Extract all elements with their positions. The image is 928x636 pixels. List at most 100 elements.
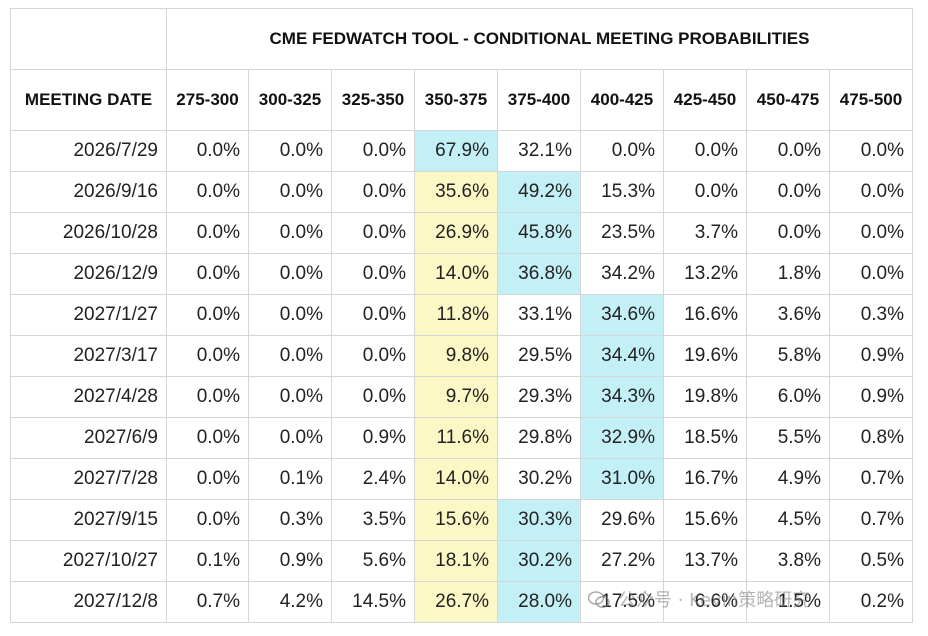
probability-cell: 0.0% [331, 376, 415, 418]
probability-cell: 9.7% [414, 376, 498, 418]
probability-cell: 26.7% [414, 581, 498, 623]
table-body: 2026/7/29 0.0% 0.0% 0.0% 67.9% 32.1% 0.0% 0.0% 0… [10, 130, 913, 623]
probability-cell: 11.6% [414, 417, 498, 459]
column-header: 475-500 [829, 69, 913, 131]
probability-cell: 30.2% [497, 540, 581, 582]
table-row: 2027/6/9 0.0% 0.0% 0.9% 11.6% 29.8% 32.9% 18.5%… [10, 417, 913, 459]
column-header: 350-375 [414, 69, 498, 131]
probability-cell: 0.0% [248, 335, 332, 377]
probability-cell: 0.0% [166, 171, 249, 213]
column-header: 375-400 [497, 69, 581, 131]
meeting-date-cell: 2027/9/15 [10, 499, 167, 541]
probability-cell: 19.8% [663, 376, 747, 418]
probability-cell: 29.6% [580, 499, 664, 541]
probability-cell: 5.8% [746, 335, 830, 377]
probability-cell: 0.0% [331, 294, 415, 336]
table-row: 2026/9/16 0.0% 0.0% 0.0% 35.6% 49.2% 15.3% 0.0%… [10, 171, 913, 213]
probability-cell: 0.9% [248, 540, 332, 582]
meeting-date-cell: 2027/6/9 [10, 417, 167, 459]
probability-cell: 0.0% [829, 171, 913, 213]
probability-cell: 33.1% [497, 294, 581, 336]
meeting-date-cell: 2027/1/27 [10, 294, 167, 336]
probability-cell: 0.0% [248, 294, 332, 336]
probability-cell: 0.2% [829, 581, 913, 623]
probability-cell: 15.6% [663, 499, 747, 541]
probability-cell: 14.5% [331, 581, 415, 623]
probability-cell: 0.9% [829, 335, 913, 377]
probability-cell: 14.0% [414, 253, 498, 295]
probability-cell: 0.0% [331, 253, 415, 295]
probability-cell: 2.4% [331, 458, 415, 500]
probability-cell: 0.9% [829, 376, 913, 418]
probability-cell: 27.2% [580, 540, 664, 582]
probability-cell: 0.0% [166, 253, 249, 295]
probability-cell: 34.4% [580, 335, 664, 377]
meeting-date-cell: 2026/10/28 [10, 212, 167, 254]
probability-cell: 67.9% [414, 130, 498, 172]
probability-cell: 30.3% [497, 499, 581, 541]
table-row: 2027/7/28 0.0% 0.1% 2.4% 14.0% 30.2% 31.0% 16.7… [10, 458, 913, 500]
probability-cell: 17.5% [580, 581, 664, 623]
probability-cell: 3.6% [746, 294, 830, 336]
meeting-date-cell: 2026/12/9 [10, 253, 167, 295]
probability-cell: 0.0% [331, 130, 415, 172]
probability-cell: 16.7% [663, 458, 747, 500]
probability-cell: 5.5% [746, 417, 830, 459]
probability-cell: 0.0% [166, 335, 249, 377]
probability-cell: 0.1% [248, 458, 332, 500]
meeting-date-cell: 2027/10/27 [10, 540, 167, 582]
meeting-date-cell: 2027/3/17 [10, 335, 167, 377]
table-row: 2027/1/27 0.0% 0.0% 0.0% 11.8% 33.1% 34.6% 16.6… [10, 294, 913, 336]
table-row: 2026/7/29 0.0% 0.0% 0.0% 67.9% 32.1% 0.0% 0.0% 0… [10, 130, 913, 172]
probability-cell: 0.1% [166, 540, 249, 582]
column-header: 275-300 [166, 69, 249, 131]
probability-cell: 0.0% [166, 376, 249, 418]
probability-cell: 0.0% [331, 335, 415, 377]
probability-cell: 26.9% [414, 212, 498, 254]
probability-cell: 3.5% [331, 499, 415, 541]
probability-cell: 34.6% [580, 294, 664, 336]
probability-cell: 34.2% [580, 253, 664, 295]
probability-cell: 0.0% [166, 212, 249, 254]
probability-cell: 0.0% [166, 294, 249, 336]
probability-cell: 0.7% [166, 581, 249, 623]
probability-cell: 14.0% [414, 458, 498, 500]
probability-cell: 0.0% [248, 253, 332, 295]
probability-cell: 0.0% [248, 417, 332, 459]
probability-cell: 5.6% [331, 540, 415, 582]
meeting-date-cell: 2026/7/29 [10, 130, 167, 172]
probability-cell: 32.1% [497, 130, 581, 172]
probability-cell: 23.5% [580, 212, 664, 254]
probability-cell: 0.0% [166, 458, 249, 500]
probability-cell: 30.2% [497, 458, 581, 500]
meeting-date-cell: 2027/7/28 [10, 458, 167, 500]
table-row: 2027/10/27 0.1% 0.9% 5.6% 18.1% 30.2% 27.2% 13.… [10, 540, 913, 582]
probability-cell: 3.7% [663, 212, 747, 254]
probability-cell: 6.6% [663, 581, 747, 623]
probability-cell: 0.0% [248, 376, 332, 418]
probability-cell: 0.0% [746, 130, 830, 172]
probability-cell: 45.8% [497, 212, 581, 254]
probability-cell: 31.0% [580, 458, 664, 500]
probability-cell: 0.0% [746, 212, 830, 254]
column-header: 325-350 [331, 69, 415, 131]
probability-cell: 1.5% [746, 581, 830, 623]
probability-cell: 0.8% [829, 417, 913, 459]
probability-cell: 49.2% [497, 171, 581, 213]
table-row: 2026/12/9 0.0% 0.0% 0.0% 14.0% 36.8% 34.2% 13.2… [10, 253, 913, 295]
fedwatch-table-wrapper: CME FEDWATCH TOOL - CONDITIONAL MEETING … [10, 8, 913, 623]
probability-cell: 6.0% [746, 376, 830, 418]
probability-cell: 0.0% [248, 212, 332, 254]
probability-cell: 4.2% [248, 581, 332, 623]
column-header: 450-475 [746, 69, 830, 131]
table-title: CME FEDWATCH TOOL - CONDITIONAL MEETING … [166, 8, 913, 70]
probability-cell: 19.6% [663, 335, 747, 377]
probability-cell: 0.0% [248, 171, 332, 213]
probability-cell: 18.5% [663, 417, 747, 459]
table-row: 2026/10/28 0.0% 0.0% 0.0% 26.9% 45.8% 23.5% 3.7… [10, 212, 913, 254]
probability-cell: 0.0% [829, 212, 913, 254]
probability-cell: 0.0% [580, 130, 664, 172]
table-row: 2027/12/8 0.7% 4.2% 14.5% 26.7% 28.0% 17.5% 6.6… [10, 581, 913, 623]
probability-cell: 29.5% [497, 335, 581, 377]
meeting-date-cell: 2027/4/28 [10, 376, 167, 418]
